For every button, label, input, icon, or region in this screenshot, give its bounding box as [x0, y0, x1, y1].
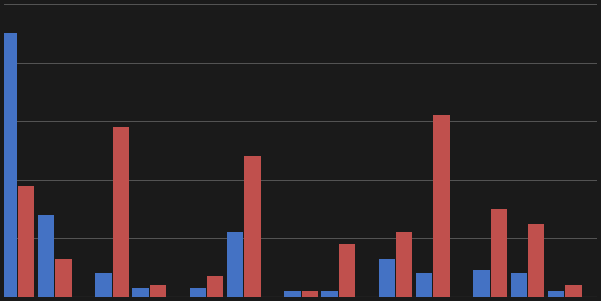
Bar: [433, 115, 450, 297]
Bar: [339, 244, 355, 297]
Bar: [510, 273, 527, 297]
Bar: [548, 291, 564, 297]
Bar: [112, 127, 129, 297]
Bar: [473, 271, 490, 297]
Bar: [528, 224, 545, 297]
Bar: [284, 291, 300, 297]
Bar: [322, 291, 338, 297]
Bar: [18, 186, 34, 297]
Bar: [566, 285, 582, 297]
Bar: [95, 273, 112, 297]
Bar: [132, 288, 149, 297]
Bar: [245, 156, 261, 297]
Bar: [207, 276, 224, 297]
Bar: [55, 259, 72, 297]
Bar: [379, 259, 395, 297]
Bar: [1, 33, 17, 297]
Bar: [416, 273, 432, 297]
Bar: [490, 209, 507, 297]
Bar: [302, 291, 318, 297]
Bar: [396, 232, 412, 297]
Bar: [227, 232, 243, 297]
Bar: [38, 215, 54, 297]
Bar: [190, 288, 206, 297]
Bar: [150, 285, 166, 297]
